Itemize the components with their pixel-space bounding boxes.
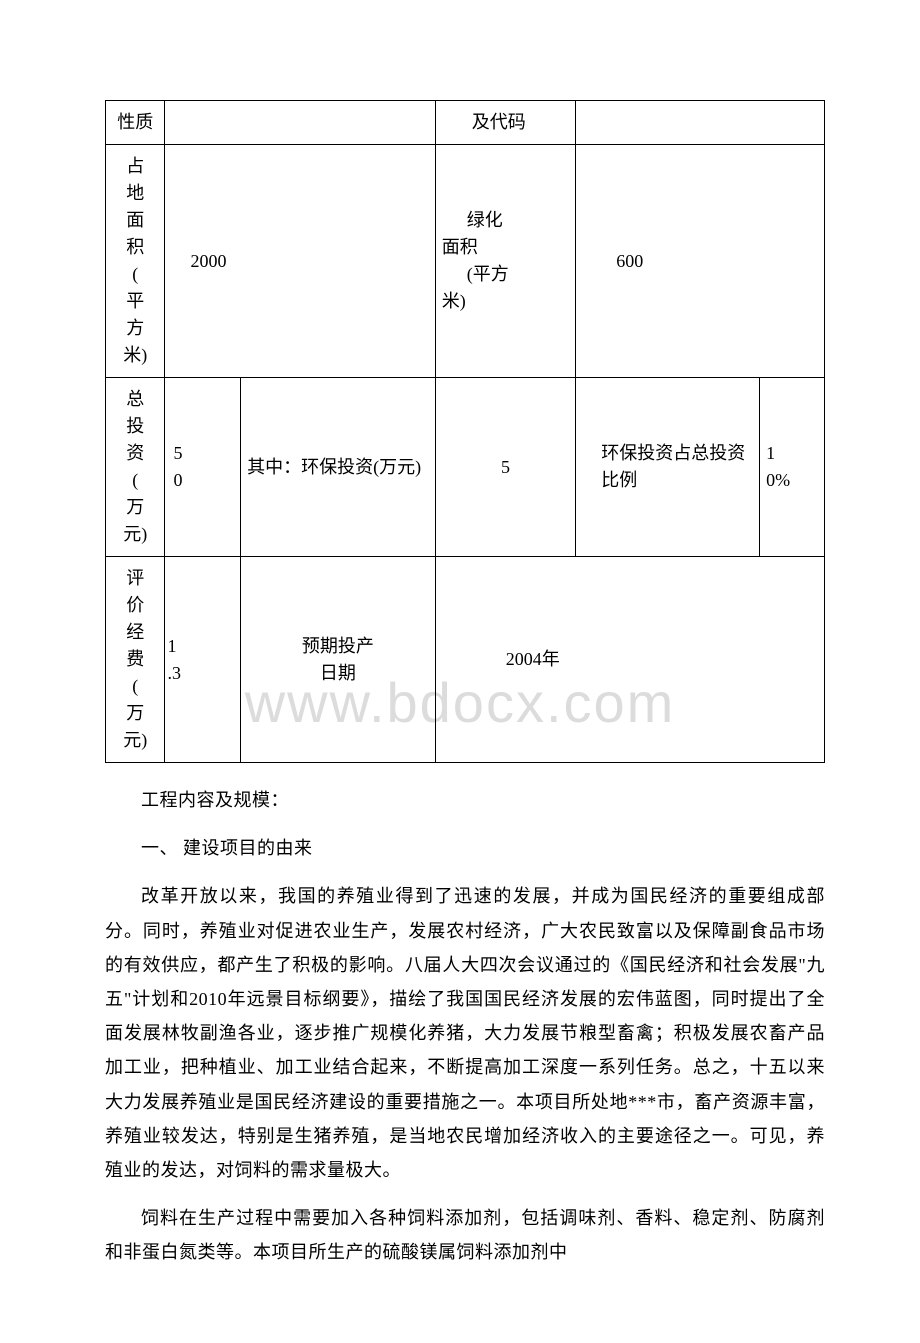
- section-title: 工程内容及规模：: [105, 783, 825, 817]
- cell-invest-label: 总投资(万元): [106, 378, 165, 557]
- cell-eval-fee-label: 评价经费(万元): [106, 557, 165, 763]
- paragraph-1: 改革开放以来，我国的养殖业得到了迅速的发展，并成为国民经济的重要组成部分。同时，…: [105, 879, 825, 1187]
- paragraph-2: 饲料在生产过程中需要加入各种饲料添加剂，包括调味剂、香料、稳定剂、防腐剂和非蛋白…: [105, 1201, 825, 1269]
- project-info-table: 性质 及代码 占地面积(平方米) 2000 绿化 面积 (平方 米) 600: [105, 100, 825, 763]
- table-row: 占地面积(平方米) 2000 绿化 面积 (平方 米) 600: [106, 145, 825, 378]
- cell-green-label: 绿化 面积 (平方 米): [435, 145, 576, 378]
- cell-env-ratio-value: 10%: [760, 378, 825, 557]
- cell-prod-date-label: 预期投产 日期: [241, 557, 436, 763]
- cell-prod-date-value: 2004年: [435, 557, 824, 763]
- body-text-section: 工程内容及规模： 一、 建设项目的由来 改革开放以来，我国的养殖业得到了迅速的发…: [105, 783, 825, 1269]
- cell-code-label: 及代码: [435, 101, 576, 145]
- cell-eval-fee-value: 1.3: [165, 557, 241, 763]
- table-row: 评价经费(万元) 1.3 预期投产 日期 2004年: [106, 557, 825, 763]
- cell-env-ratio-label: 环保投资占总投资比例: [576, 378, 760, 557]
- table-row: 总投资(万元) 50 其中：环保投资(万元) 5 环保投资占总投资比例 10%: [106, 378, 825, 557]
- cell-nature-value: [165, 101, 435, 145]
- table-row: 性质 及代码: [106, 101, 825, 145]
- cell-nature-label: 性质: [106, 101, 165, 145]
- heading-1: 一、 建设项目的由来: [105, 831, 825, 865]
- cell-area-label: 占地面积(平方米): [106, 145, 165, 378]
- cell-code-value: [576, 101, 825, 145]
- cell-env-invest-value: 5: [435, 378, 576, 557]
- cell-green-value: 600: [576, 145, 825, 378]
- cell-area-value: 2000: [165, 145, 435, 378]
- cell-invest-value: 50: [165, 378, 241, 557]
- cell-env-invest-label: 其中：环保投资(万元): [241, 378, 436, 557]
